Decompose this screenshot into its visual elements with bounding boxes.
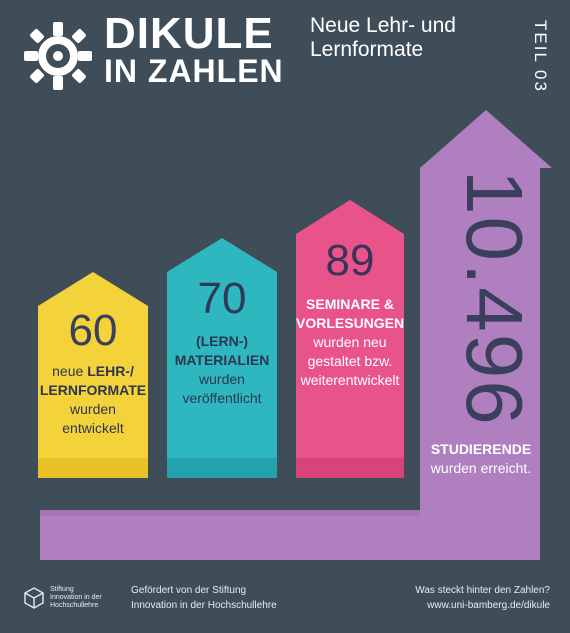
funding-note: Gefördert von der Stiftung Innovation in… xyxy=(131,585,277,611)
formate-number: 60 xyxy=(68,306,118,355)
brand-subtitle: IN ZAHLEN xyxy=(104,53,284,89)
seminare-number: 89 xyxy=(325,236,375,285)
more-info: Was steckt hinter den Zahlen? www.uni-ba… xyxy=(380,583,550,613)
page-subtitle: Neue Lehr- und Lernformate xyxy=(310,14,456,61)
seminare-caption: SEMINARE & VORLESUNGEN wurden neu gestal… xyxy=(296,296,405,388)
formate-caption: neue LEHR-/ LERNFORMATE wurden entwickel… xyxy=(39,363,147,436)
materialien-caption: (LERN-) MATERIALIEN wurden veröffentlich… xyxy=(174,333,270,406)
brand-title: DIKULE xyxy=(104,9,274,58)
seminare-arrow xyxy=(296,200,404,478)
more-info-link[interactable]: www.uni-bamberg.de/dikule xyxy=(427,600,550,611)
stiftung-logo-text: Stiftung Innovation in der Hochschullehr… xyxy=(50,586,102,609)
materialien-number: 70 xyxy=(197,274,247,323)
dikule-logo-icon xyxy=(24,22,92,90)
studierende-caption: STUDIERENDE wurden erreicht. xyxy=(430,441,532,476)
stiftung-logo-icon xyxy=(24,587,44,609)
formate-arrow xyxy=(38,272,148,478)
studierende-number-wrap: 10.496 xyxy=(440,170,540,427)
materialien-arrow xyxy=(167,238,277,478)
studierende-number: 10.496 xyxy=(450,170,539,427)
studierende-arrow xyxy=(40,110,552,560)
